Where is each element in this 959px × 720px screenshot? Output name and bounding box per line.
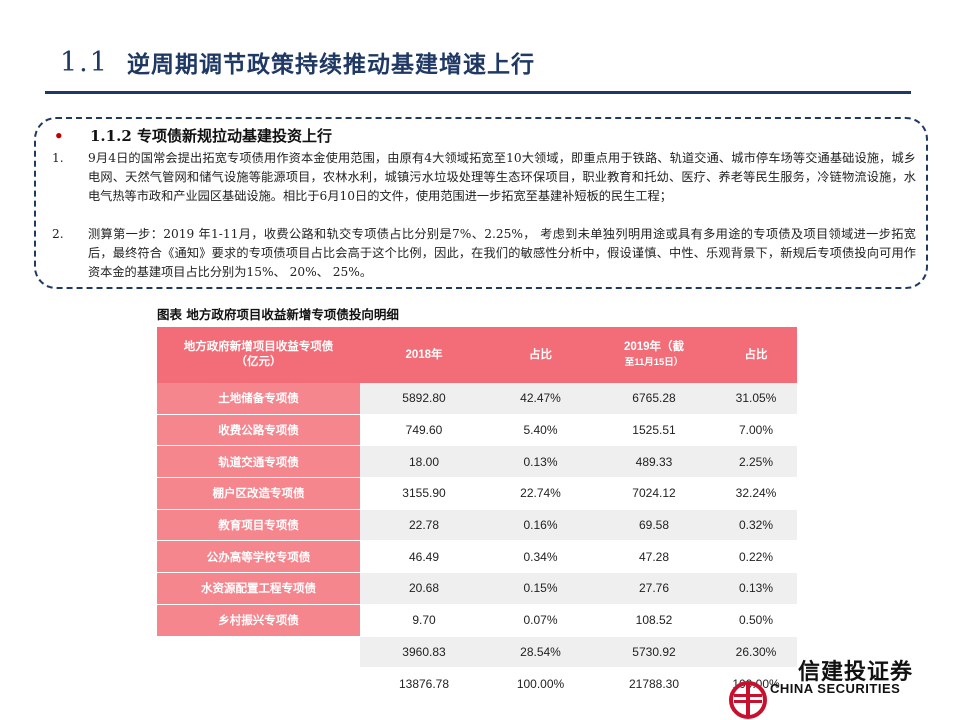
share-2018: 22.74% — [488, 477, 593, 510]
section-title: 逆周期调节政策持续推动基建增速上行 — [126, 51, 535, 78]
share-2018: 0.07% — [488, 604, 593, 637]
value-2019: 1525.51 — [593, 414, 715, 447]
subsection-heading: • 1.1.2 专项债新规拉动基建投资上行 — [54, 125, 332, 146]
brand-logo: 信建投证券 CHINA SECURITIES — [720, 652, 930, 719]
bullet-icon: • — [54, 127, 64, 145]
header-share-2019: 占比 — [715, 327, 797, 383]
table-total-row: 13876.78 100.00% 21788.30 100.00% — [157, 667, 797, 700]
header-2019: 2019年（截 至11月15日） — [593, 327, 715, 383]
share-2018: 28.54% — [488, 636, 593, 669]
subsection-title: 1.1.2 专项债新规拉动基建投资上行 — [90, 127, 332, 145]
share-2019: 2.25% — [715, 445, 797, 479]
row-label: 教育项目专项债 — [157, 509, 360, 542]
share-2018: 100.00% — [488, 667, 593, 700]
share-2018: 5.40% — [488, 414, 593, 447]
row-label: 轨道交通专项债 — [157, 445, 360, 479]
page-title: 1.1 逆周期调节政策持续推动基建增速上行 — [60, 42, 535, 82]
table-summary-row: 3960.83 28.54% 5730.92 26.30% — [157, 636, 797, 669]
share-2018: 42.47% — [488, 383, 593, 415]
value-2018: 3960.83 — [360, 636, 488, 669]
paragraph-number: 1. — [52, 151, 64, 165]
paragraph-text: 测算第一步：2019 年1-11月，收费公路和轨交专项债占比分别是7%、2.25… — [88, 227, 916, 280]
value-2018: 20.68 — [360, 572, 488, 605]
share-2019: 0.32% — [715, 509, 797, 542]
share-2018: 0.13% — [488, 445, 593, 479]
value-2019: 27.76 — [593, 572, 715, 605]
value-2018: 749.60 — [360, 414, 488, 447]
row-label: 棚户区改造专项债 — [157, 477, 360, 510]
header-share-2018: 占比 — [488, 327, 593, 383]
logo-english-name: CHINA SECURITIES — [770, 681, 901, 696]
logo-mark-icon — [729, 681, 767, 719]
row-label-empty — [157, 636, 360, 669]
share-2019: 32.24% — [715, 477, 797, 510]
share-2019: 0.22% — [715, 540, 797, 574]
share-2018: 0.15% — [488, 572, 593, 605]
row-label: 公办高等学校专项债 — [157, 540, 360, 574]
table-row: 收费公路专项债 749.60 5.40% 1525.51 7.00% — [157, 414, 797, 447]
share-2019: 26.30% — [715, 636, 797, 669]
share-2019: 7.00% — [715, 414, 797, 447]
value-2019: 69.58 — [593, 509, 715, 542]
value-2018: 9.70 — [360, 604, 488, 637]
header-divider — [45, 91, 911, 94]
value-2018: 5892.80 — [360, 383, 488, 415]
table-row: 水资源配置工程专项债 20.68 0.15% 27.76 0.13% — [157, 572, 797, 605]
row-label: 土地储备专项债 — [157, 383, 360, 415]
figure-caption: 图表 地方政府项目收益新增专项债投向明细 — [157, 307, 399, 322]
row-label: 收费公路专项债 — [157, 414, 360, 447]
share-2018: 0.34% — [488, 540, 593, 574]
value-2019: 47.28 — [593, 540, 715, 574]
row-label: 乡村振兴专项债 — [157, 604, 360, 637]
value-2018: 22.78 — [360, 509, 488, 542]
table-row: 教育项目专项债 22.78 0.16% 69.58 0.32% — [157, 509, 797, 542]
table-row: 土地储备专项债 5892.80 42.47% 6765.28 31.05% — [157, 383, 797, 415]
value-2018: 13876.78 — [360, 667, 488, 700]
value-2018: 18.00 — [360, 445, 488, 479]
header-category: 地方政府新增项目收益专项债 （亿元） — [157, 327, 360, 383]
share-2019: 31.05% — [715, 383, 797, 415]
share-2019: 0.50% — [715, 604, 797, 637]
bond-table: 地方政府新增项目收益专项债 （亿元） 2018年 占比 2019年（截 至11月… — [157, 327, 797, 700]
value-2018: 3155.90 — [360, 477, 488, 510]
value-2019: 489.33 — [593, 445, 715, 479]
value-2019: 7024.12 — [593, 477, 715, 510]
logo-chinese-name: 信建投证券 — [798, 660, 914, 685]
value-2019: 21788.30 — [593, 667, 715, 700]
value-2018: 46.49 — [360, 540, 488, 574]
table-row: 棚户区改造专项债 3155.90 22.74% 7024.12 32.24% — [157, 477, 797, 510]
row-label-empty — [157, 667, 360, 700]
paragraph-number: 2. — [52, 227, 64, 241]
table-row: 乡村振兴专项债 9.70 0.07% 108.52 0.50% — [157, 604, 797, 637]
share-2018: 0.16% — [488, 509, 593, 542]
paragraph-2: 2. 测算第一步：2019 年1-11月，收费公路和轨交专项债占比分别是7%、2… — [52, 225, 916, 283]
header-2018: 2018年 — [360, 327, 488, 383]
paragraph-text: 9月4日的国常会提出拓宽专项债用作资本金使用范围，由原有4大领域拓宽至10大领域… — [88, 151, 916, 204]
paragraph-1: 1. 9月4日的国常会提出拓宽专项债用作资本金使用范围，由原有4大领域拓宽至10… — [52, 149, 916, 207]
row-label: 水资源配置工程专项债 — [157, 572, 360, 605]
share-2019: 0.13% — [715, 572, 797, 605]
value-2019: 5730.92 — [593, 636, 715, 669]
table-row: 轨道交通专项债 18.00 0.13% 489.33 2.25% — [157, 445, 797, 479]
section-number: 1.1 — [60, 46, 109, 78]
value-2019: 6765.28 — [593, 383, 715, 415]
value-2019: 108.52 — [593, 604, 715, 637]
table-header-row: 地方政府新增项目收益专项债 （亿元） 2018年 占比 2019年（截 至11月… — [157, 327, 797, 383]
summary-box — [34, 117, 928, 289]
table-row: 公办高等学校专项债 46.49 0.34% 47.28 0.22% — [157, 540, 797, 574]
